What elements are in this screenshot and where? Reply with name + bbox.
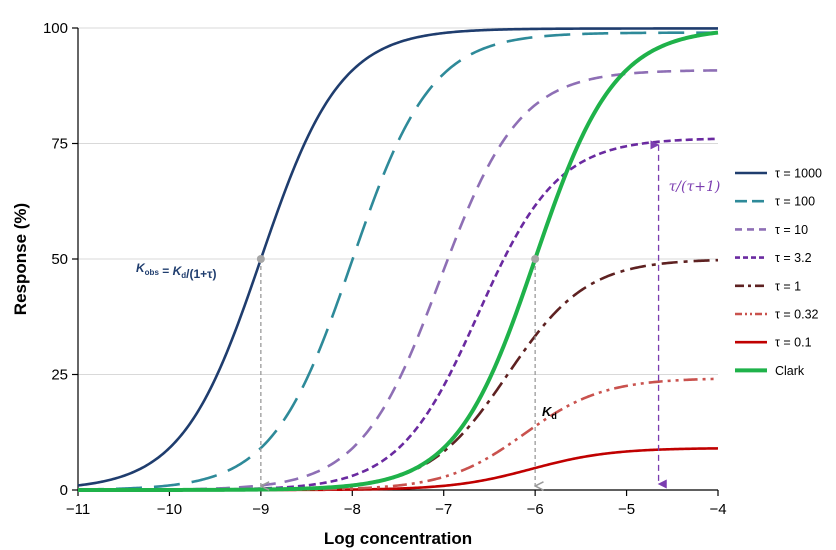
legend-label: Clark (775, 364, 805, 378)
legend-label: τ = 0.32 (775, 308, 819, 322)
y-tick-label: 0 (60, 482, 68, 499)
x-tick-label: −8 (344, 501, 361, 518)
x-tick-label: −7 (435, 501, 452, 518)
x-tick-label: −6 (527, 501, 544, 518)
legend-label: τ = 1000 (775, 167, 822, 181)
series-line-tau-10 (78, 69, 719, 492)
legend-label: τ = 1 (775, 279, 801, 293)
x-axis-label: Log concentration (324, 529, 472, 548)
x-tick-label: −9 (252, 501, 269, 518)
gridlines (78, 27, 718, 375)
series-line-tau-0_32 (78, 377, 719, 492)
kobs-annotation: Kobs = Kd/(1+τ) (136, 261, 217, 281)
y-tick-label: 100 (43, 20, 68, 37)
tau-fraction-annotation: τ/(τ+1) (669, 179, 721, 195)
legend: τ = 1000 τ = 100 τ = 10 τ = 3.2 τ = 1 τ = 0.3… (735, 167, 822, 378)
y-axis-label: Response (%) (11, 203, 30, 315)
y-tick-label: 50 (51, 251, 68, 268)
x-tick-label: −10 (157, 501, 182, 518)
y-tick-label: 75 (51, 136, 68, 153)
series-line-tau-1 (78, 258, 719, 492)
y-tick-label: 25 (51, 367, 68, 384)
kd-annotation: Kd (542, 404, 557, 421)
series-line-clark (78, 30, 719, 492)
half-max-marker (531, 255, 540, 263)
legend-label: τ = 0.1 (775, 336, 812, 350)
series-line-tau-100 (77, 31, 718, 491)
annotations: Kobs = Kd/(1+τ) Kd τ/(τ+1) (136, 140, 721, 486)
half-max-marker (256, 255, 265, 263)
series-line-tau-3_2 (77, 137, 719, 492)
x-tick-label: −11 (66, 501, 90, 518)
axes: −11 −10 −9 −8 −7 −6 −5 −4 0 25 50 75 100 (43, 20, 727, 518)
legend-label: τ = 3.2 (775, 251, 812, 265)
legend-label: τ = 10 (775, 223, 808, 237)
legend-label: τ = 100 (775, 195, 815, 209)
series-lines (77, 27, 719, 492)
x-tick-label: −5 (618, 501, 635, 518)
x-tick-label: −4 (709, 501, 726, 518)
series-line-tau-1000 (77, 27, 718, 487)
